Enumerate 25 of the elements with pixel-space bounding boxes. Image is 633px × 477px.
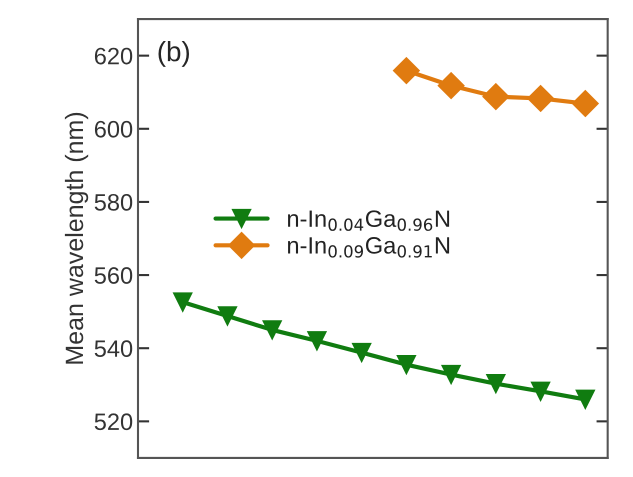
point	[572, 90, 599, 118]
y-tick-label: 540	[94, 340, 132, 357]
point	[173, 292, 192, 312]
point	[352, 342, 372, 362]
y-tick-label: 580	[94, 194, 132, 211]
point	[441, 364, 461, 384]
point	[438, 72, 465, 100]
point	[218, 306, 238, 326]
legend-label: n-In$_{0.09}$Ga$_{0.91}$N	[288, 237, 450, 258]
point	[482, 83, 510, 110]
legend-label: n-In$_{0.04}$Ga$_{0.96}$N	[288, 210, 450, 231]
point	[392, 57, 420, 84]
point	[576, 390, 596, 410]
y-tick-label: 620	[94, 48, 132, 64]
point	[396, 354, 416, 374]
annotation: (b)	[158, 41, 190, 67]
point	[262, 320, 282, 340]
y-tick-label: 600	[94, 120, 132, 138]
point	[307, 331, 327, 351]
point	[486, 374, 506, 394]
point	[530, 382, 550, 402]
y-axis-title: Mean wavelength (nm)	[64, 112, 88, 364]
y-tick-label: 560	[94, 267, 132, 284]
y-tick-label: 520	[94, 413, 132, 430]
point	[527, 84, 554, 112]
